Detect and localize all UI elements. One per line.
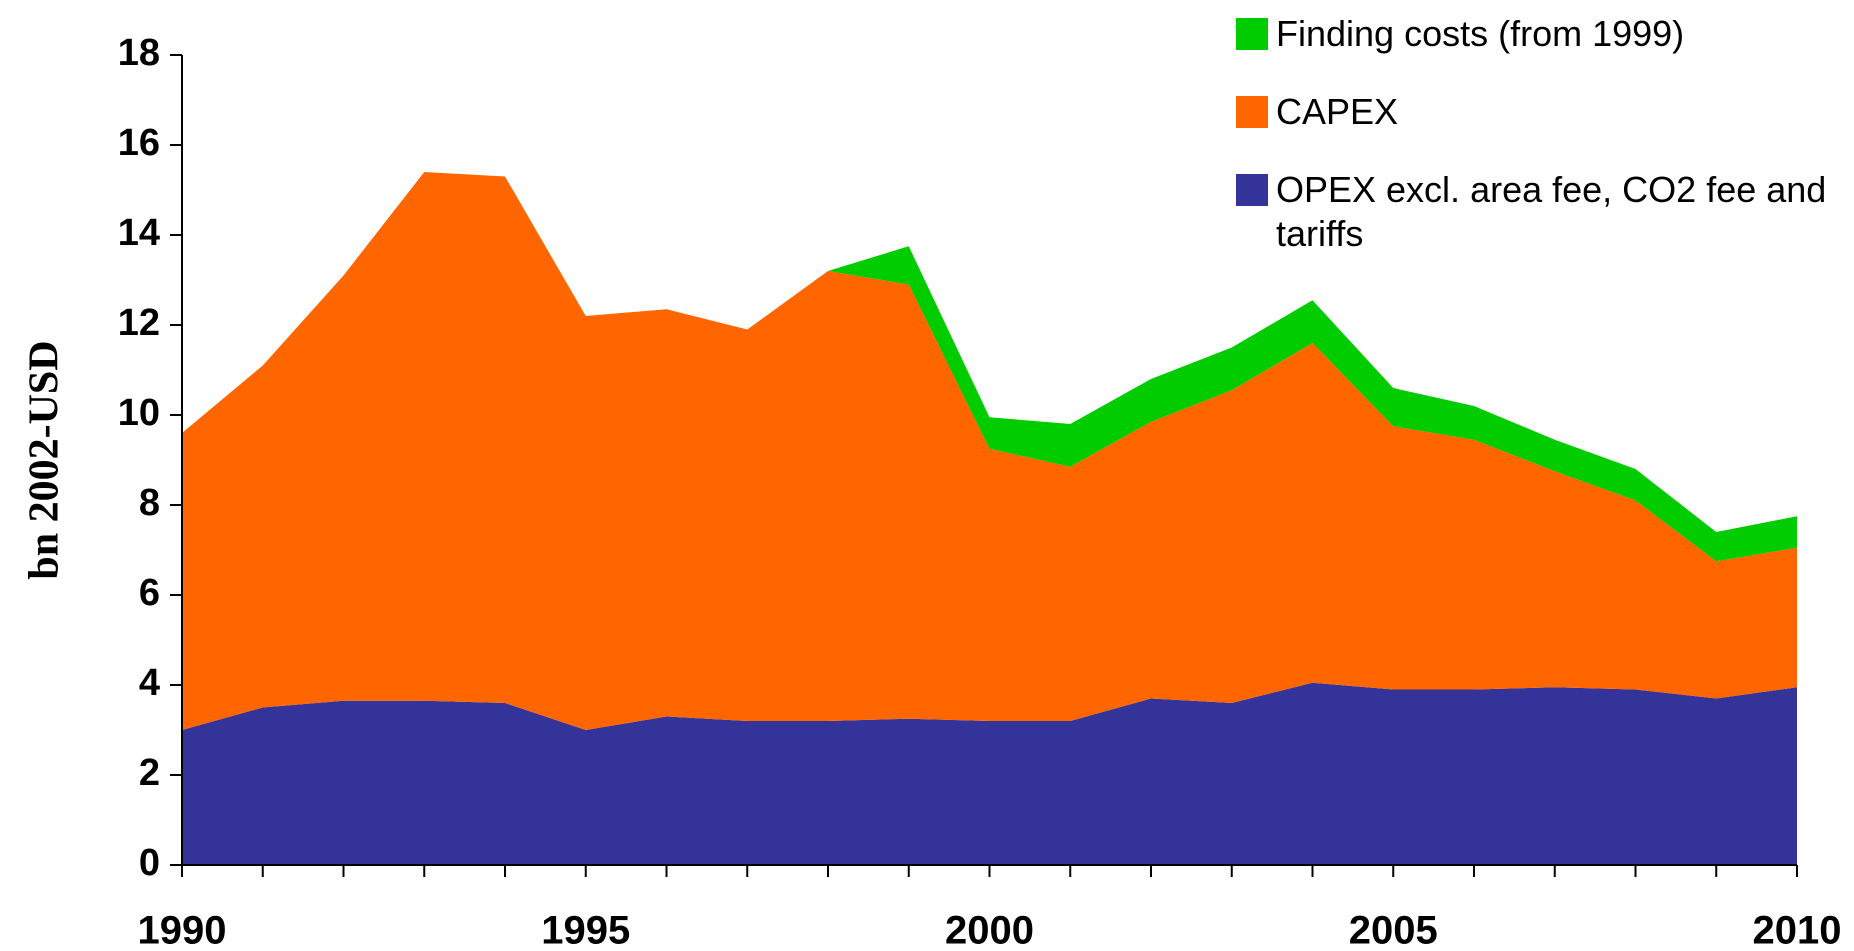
area: [182, 172, 1797, 730]
legend: Finding costs (from 1999) CAPEX OPEX excl.…: [1236, 12, 1836, 290]
y-tick-label: 10: [118, 392, 160, 434]
legend-item: CAPEX: [1236, 90, 1836, 134]
y-axis-label: bn 2002-USD: [22, 340, 68, 579]
area: [828, 246, 1797, 562]
legend-label: Finding costs (from 1999): [1276, 13, 1685, 54]
legend-swatch: [1236, 174, 1268, 206]
x-tick-label: 2010: [1753, 909, 1842, 951]
legend-label: CAPEX: [1276, 91, 1399, 132]
legend-item: Finding costs (from 1999): [1236, 12, 1836, 56]
x-tick-label: 1990: [138, 909, 227, 951]
y-tick-label: 6: [139, 572, 160, 614]
y-tick-label: 8: [139, 482, 160, 524]
x-tick-label: 2005: [1349, 909, 1438, 951]
y-tick-label: 12: [118, 302, 160, 344]
legend-item: OPEX excl. area fee, CO2 fee and tariffs: [1236, 168, 1836, 256]
legend-swatch: [1236, 18, 1268, 50]
y-tick-label: 16: [118, 122, 160, 164]
x-tick-label: 1995: [541, 909, 630, 951]
y-tick-label: 18: [118, 32, 160, 74]
y-tick-label: 4: [139, 662, 160, 704]
x-tick-label: 2000: [945, 909, 1034, 951]
legend-label: OPEX excl. area fee, CO2 fee and tariffs: [1276, 169, 1827, 254]
y-tick-label: 0: [139, 842, 160, 884]
y-tick-label: 14: [118, 212, 160, 254]
legend-swatch: [1236, 96, 1268, 128]
y-tick-label: 2: [139, 752, 160, 794]
area: [182, 682, 1797, 865]
